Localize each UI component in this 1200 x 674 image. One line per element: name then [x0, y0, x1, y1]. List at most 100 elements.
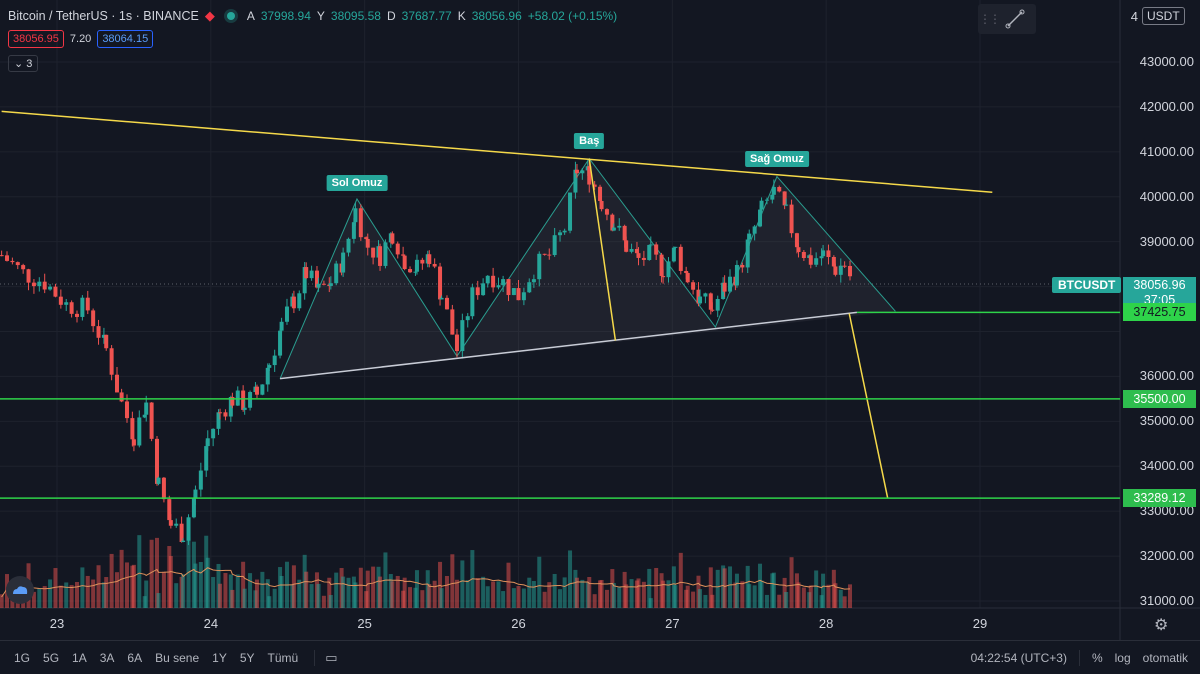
- currency-button[interactable]: USDT: [1142, 7, 1185, 25]
- right-shoulder-label[interactable]: Sağ Omuz: [745, 150, 809, 167]
- open-label: A: [246, 9, 255, 23]
- candle-body: [314, 270, 319, 288]
- range-button[interactable]: Bu sene: [155, 650, 200, 665]
- candle-body: [119, 392, 124, 402]
- range-button[interactable]: 5Y: [239, 650, 255, 665]
- candle-body: [358, 208, 363, 238]
- volume-bar: [661, 580, 666, 608]
- candle-body: [198, 470, 203, 490]
- volume-bar: [85, 575, 90, 608]
- percent-toggle[interactable]: %: [1091, 650, 1103, 665]
- settings-gear-icon[interactable]: ⚙: [1154, 617, 1169, 634]
- pattern-overlay: [279, 157, 896, 379]
- neckline[interactable]: [279, 311, 858, 380]
- volume-bar: [439, 588, 444, 608]
- range-button[interactable]: 5G: [43, 650, 60, 665]
- volume-bar: [218, 583, 223, 608]
- volume-bar: [574, 577, 579, 608]
- candle-body: [671, 247, 676, 262]
- trendline-icon[interactable]: [1000, 4, 1030, 34]
- volume-bar: [156, 593, 161, 608]
- volume-bar: [501, 591, 506, 608]
- symbol-title[interactable]: Bitcoin / TetherUS · 1s · BINANCE: [8, 9, 199, 23]
- candle-body: [527, 282, 532, 293]
- volume-bar: [149, 539, 154, 608]
- target-projection-line[interactable]: [848, 313, 889, 499]
- candle-body: [573, 169, 578, 193]
- volume-bar: [161, 571, 166, 608]
- candle-body: [604, 209, 609, 215]
- volume-bar: [104, 577, 109, 608]
- candle-body: [383, 242, 388, 266]
- range-button[interactable]: 1Y: [212, 650, 227, 665]
- range-button[interactable]: 3A: [99, 650, 115, 665]
- symbol-header: Bitcoin / TetherUS · 1s · BINANCE ◆ A 379…: [8, 8, 617, 24]
- candle-body: [684, 270, 689, 274]
- volume-bar: [580, 579, 585, 608]
- volume-bar: [481, 576, 486, 608]
- volume-bar: [599, 579, 604, 608]
- drawing-toolbar[interactable]: ⋮⋮: [978, 4, 1036, 34]
- range-button[interactable]: 1G: [14, 650, 31, 665]
- volume-bar: [808, 585, 813, 608]
- candle-body: [218, 412, 223, 414]
- candle-body: [622, 225, 627, 241]
- candle-body: [401, 254, 406, 256]
- head-label[interactable]: Baş: [574, 132, 605, 149]
- range-button[interactable]: Tümü: [267, 650, 299, 665]
- volume-bar: [297, 579, 302, 608]
- buy-price-button[interactable]: 38064.15: [97, 30, 154, 48]
- tradingview-logo[interactable]: [6, 576, 34, 604]
- volume-bar: [648, 598, 653, 608]
- candle-body: [241, 390, 246, 410]
- indicators-toggle[interactable]: ⌄ 3: [8, 55, 39, 72]
- head-projection-line[interactable]: [588, 158, 617, 341]
- market-status-icon: [226, 12, 235, 20]
- auto-scale-toggle[interactable]: otomatik: [1142, 650, 1188, 665]
- sell-price-button[interactable]: 38056.95: [8, 30, 64, 48]
- time-tick-label: 26: [511, 616, 526, 631]
- drag-handle-icon[interactable]: ⋮⋮: [979, 12, 1001, 26]
- range-button[interactable]: 6A: [127, 650, 143, 665]
- low-value: 37687.77: [401, 9, 452, 23]
- candle-body: [537, 253, 542, 280]
- time-tick-label: 24: [203, 616, 219, 631]
- candle-body: [465, 316, 470, 321]
- candle-body: [205, 438, 210, 447]
- candle-body: [37, 281, 42, 287]
- volume-bar: [408, 587, 413, 608]
- candle-body: [260, 384, 265, 395]
- candle-body: [728, 276, 733, 292]
- calendar-icon[interactable]: ▭: [314, 649, 338, 666]
- candle-body: [587, 166, 592, 185]
- change-value: +58.02 (+0.15%): [527, 9, 618, 23]
- candle-body: [302, 267, 307, 294]
- volume-bar: [444, 576, 449, 608]
- high-value: 38095.58: [330, 9, 381, 23]
- candle-body: [444, 297, 449, 310]
- favorite-icon[interactable]: ◆: [204, 8, 215, 23]
- candle-body: [248, 392, 253, 408]
- candle-body: [297, 293, 302, 309]
- candle-body: [485, 275, 490, 284]
- volume-bar: [777, 594, 782, 608]
- left-shoulder-label[interactable]: Sol Omuz: [326, 174, 388, 191]
- clock[interactable]: 04:22:54 (UTC+3): [970, 650, 1067, 665]
- candle-body: [186, 517, 191, 541]
- candle-body: [80, 297, 85, 317]
- upper-trendline[interactable]: [1, 110, 993, 194]
- volume-bar: [58, 585, 63, 608]
- volume-bar: [552, 573, 557, 608]
- price-tick-label: 34000.00: [1139, 458, 1194, 474]
- candle-body: [745, 239, 750, 268]
- candle-body: [764, 199, 769, 201]
- log-toggle[interactable]: log: [1114, 650, 1131, 665]
- volume-bar: [181, 574, 186, 608]
- candle-body: [124, 401, 129, 419]
- volume-bar: [414, 570, 419, 608]
- volume-ma-line: [1, 567, 851, 598]
- price-chart[interactable]: [0, 0, 1200, 640]
- candle-body: [617, 225, 622, 228]
- range-button[interactable]: 1A: [72, 650, 87, 665]
- candle-body: [470, 287, 475, 317]
